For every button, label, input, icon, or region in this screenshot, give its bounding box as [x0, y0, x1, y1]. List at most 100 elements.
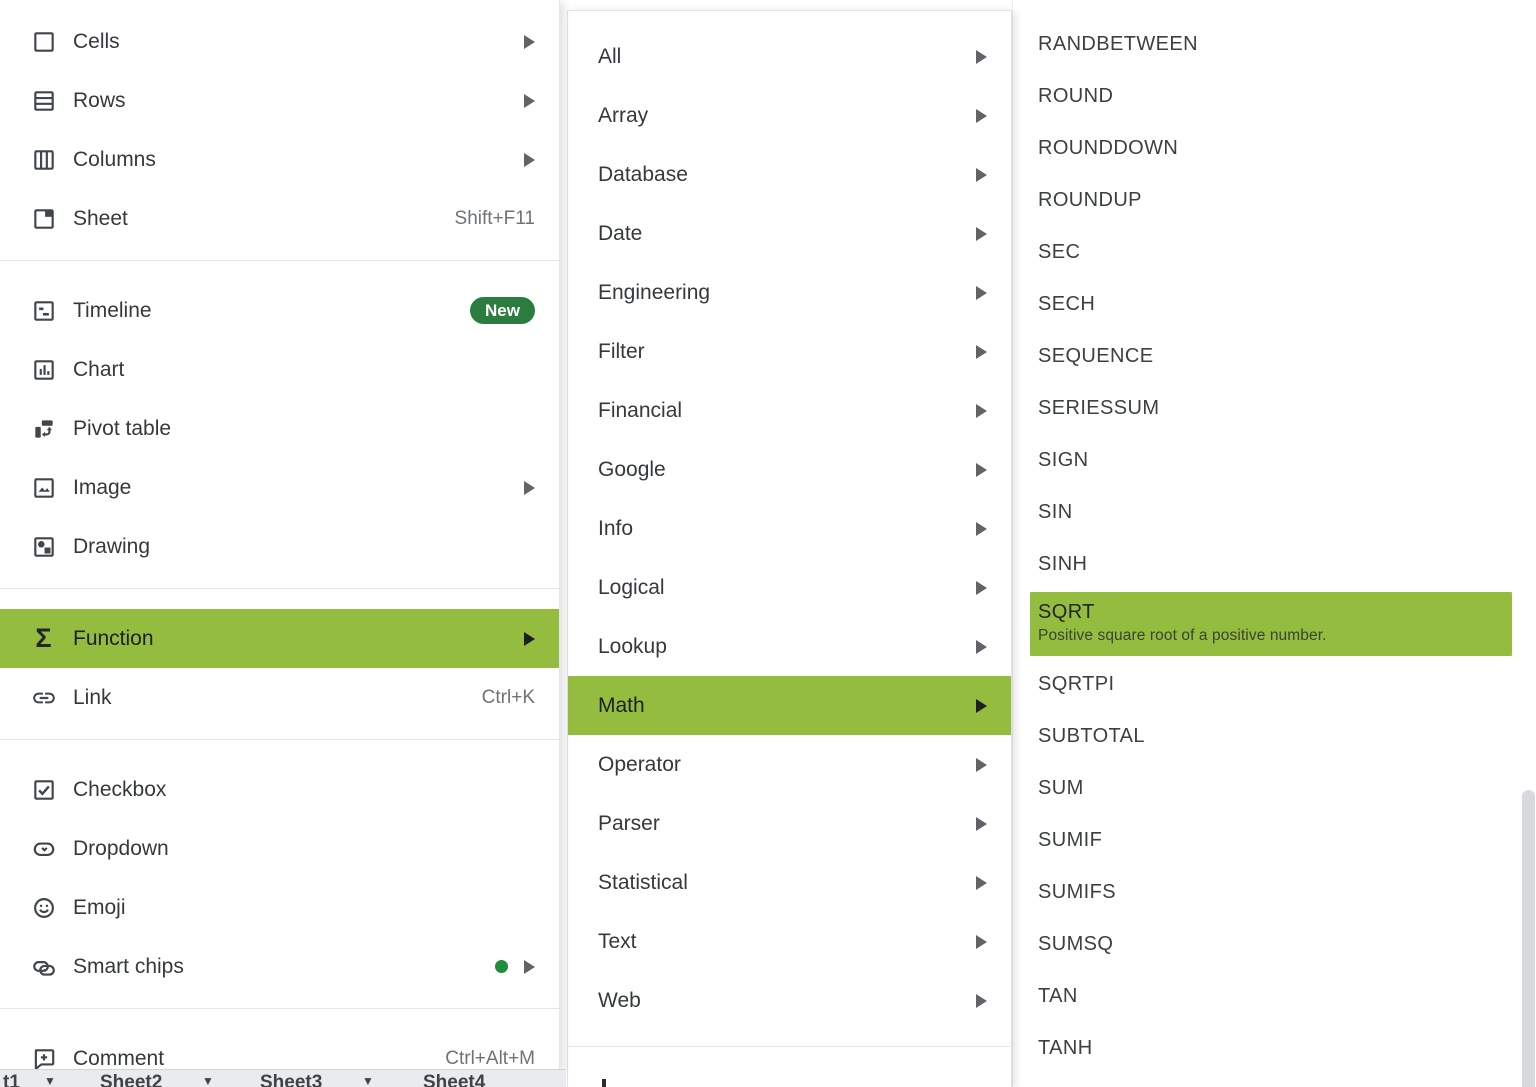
function-item-sqrt-highlighted[interactable]: SQRT Positive square root of a positive …	[1030, 592, 1512, 656]
function-category-statistical[interactable]: Statistical	[568, 853, 1011, 912]
function-category-info[interactable]: Info	[568, 499, 1011, 558]
function-item-sum[interactable]: SUM	[1038, 776, 1084, 799]
submenu-arrow-icon	[976, 226, 987, 241]
function-item-randbetween[interactable]: RANDBETWEEN	[1038, 32, 1198, 55]
menu-item-sheet[interactable]: Sheet Shift+F11	[0, 189, 559, 248]
menu-item-function[interactable]: Σ Function	[0, 609, 559, 668]
shortcut-label: Ctrl+K	[481, 686, 535, 708]
menu-item-cells[interactable]: Cells	[0, 12, 559, 71]
menu-item-label: Sheet	[73, 206, 128, 230]
sheet-tab-menu-icon[interactable]: ▼	[44, 1074, 56, 1087]
function-item-seriessum[interactable]: SERIESSUM	[1038, 396, 1160, 419]
menu-item-checkbox[interactable]: Checkbox	[0, 760, 559, 819]
function-category-all[interactable]: All	[568, 27, 1011, 86]
cells-icon	[30, 28, 57, 55]
function-item-sin[interactable]: SIN	[1038, 500, 1073, 523]
function-category-operator[interactable]: Operator	[568, 735, 1011, 794]
menu-divider	[0, 588, 559, 589]
function-item-sinh[interactable]: SINH	[1038, 552, 1088, 575]
new-badge: New	[470, 297, 535, 324]
function-category-lookup[interactable]: Lookup	[568, 617, 1011, 676]
function-category-financial[interactable]: Financial	[568, 381, 1011, 440]
shortcut-label: Shift+F11	[454, 207, 535, 229]
image-icon	[30, 474, 57, 501]
menu-item-drawing[interactable]: Drawing	[0, 517, 559, 576]
function-category-text[interactable]: Text	[568, 912, 1011, 971]
submenu-arrow-icon	[524, 93, 535, 108]
sheet-tab-bar: t1 ▼ Sheet2 ▼ Sheet3 ▼ Sheet4	[0, 1069, 566, 1087]
sheet-tab[interactable]: Sheet3	[260, 1072, 323, 1087]
function-category-logical[interactable]: Logical	[568, 558, 1011, 617]
menu-item-chart[interactable]: Chart	[0, 340, 559, 399]
menu-item-dropdown[interactable]: Dropdown	[0, 819, 559, 878]
math-function-list: RANDARRAY RANDBETWEEN ROUND ROUNDDOWN RO…	[1012, 0, 1536, 1087]
function-item-sumsq[interactable]: SUMSQ	[1038, 932, 1114, 955]
sheet-tab[interactable]: Sheet2	[100, 1072, 163, 1087]
function-category-array[interactable]: Array	[568, 86, 1011, 145]
sheet-tab[interactable]: t1	[3, 1072, 20, 1087]
function-category-date[interactable]: Date	[568, 204, 1011, 263]
scrollbar-thumb[interactable]	[1522, 790, 1535, 1087]
function-item-tan[interactable]: TAN	[1038, 984, 1078, 1007]
menu-item-label: Smart chips	[73, 954, 184, 978]
function-item-sequence[interactable]: SEQUENCE	[1038, 344, 1154, 367]
function-item-roundup[interactable]: ROUNDUP	[1038, 188, 1142, 211]
function-item-sign[interactable]: SIGN	[1038, 448, 1089, 471]
menu-item-label: Drawing	[73, 534, 151, 558]
function-category-google[interactable]: Google	[568, 440, 1011, 499]
function-category-math[interactable]: Math	[568, 676, 1011, 735]
function-submenu: All Array Database Date Engineering Filt…	[567, 10, 1012, 1087]
menu-item-timeline[interactable]: Timeline New	[0, 281, 559, 340]
function-item-sumif[interactable]: SUMIF	[1038, 828, 1103, 851]
submenu-arrow-icon	[976, 344, 987, 359]
submenu-arrow-icon	[524, 959, 535, 974]
submenu-arrow-icon	[524, 480, 535, 495]
function-item-round[interactable]: ROUND	[1038, 84, 1114, 107]
menu-item-label: Columns	[73, 147, 156, 171]
menu-item-label: Pivot table	[73, 416, 172, 440]
function-item-subtotal[interactable]: SUBTOTAL	[1038, 724, 1145, 747]
sheet-icon	[30, 205, 57, 232]
insert-menu: Cells Rows Columns Sheet Shift+F11	[0, 0, 560, 1069]
menu-item-columns[interactable]: Columns	[0, 130, 559, 189]
menu-item-smart-chips[interactable]: Smart chips	[0, 937, 559, 996]
menu-item-label: Checkbox	[73, 777, 167, 801]
function-category-web[interactable]: Web	[568, 971, 1011, 1030]
function-category-filter[interactable]: Filter	[568, 322, 1011, 381]
function-item-sec[interactable]: SEC	[1038, 240, 1081, 263]
submenu-arrow-icon	[976, 757, 987, 772]
menu-divider	[568, 1046, 1011, 1047]
submenu-arrow-icon	[524, 631, 535, 646]
function-item-rounddown[interactable]: ROUNDDOWN	[1038, 136, 1179, 159]
menu-item-link[interactable]: Link Ctrl+K	[0, 668, 559, 727]
menu-item-pivot-table[interactable]: Pivot table	[0, 399, 559, 458]
submenu-arrow-icon	[976, 462, 987, 477]
function-category-database[interactable]: Database	[568, 145, 1011, 204]
function-category-parser[interactable]: Parser	[568, 794, 1011, 853]
menu-item-rows[interactable]: Rows	[0, 71, 559, 130]
sheet-tab[interactable]: Sheet4	[423, 1072, 486, 1087]
pivot-table-icon	[30, 415, 57, 442]
function-item-sqrtpi[interactable]: SQRTPI	[1038, 672, 1115, 695]
function-item-sumifs[interactable]: SUMIFS	[1038, 880, 1116, 903]
submenu-arrow-icon	[976, 403, 987, 418]
comment-icon	[30, 1045, 57, 1069]
menu-item-image[interactable]: Image	[0, 458, 559, 517]
menu-item-label: Function	[73, 626, 154, 650]
menu-item-label: Comment	[73, 1046, 165, 1070]
menu-item-emoji[interactable]: Emoji	[0, 878, 559, 937]
submenu-arrow-icon	[976, 285, 987, 300]
smart-chips-icon	[30, 953, 57, 980]
function-category-engineering[interactable]: Engineering	[568, 263, 1011, 322]
sheet-tab-menu-icon[interactable]: ▼	[362, 1074, 374, 1087]
menu-item-label: Rows	[73, 88, 126, 112]
columns-icon	[30, 146, 57, 173]
submenu-arrow-icon	[524, 152, 535, 167]
function-item-randarray[interactable]: RANDARRAY	[1013, 0, 1536, 18]
function-description: Positive square root of a positive numbe…	[1038, 627, 1327, 644]
function-item-tanh[interactable]: TANH	[1038, 1036, 1093, 1059]
function-item-sech[interactable]: SECH	[1038, 292, 1096, 315]
menu-item-comment[interactable]: Comment Ctrl+Alt+M	[0, 1029, 559, 1069]
menu-divider	[0, 1008, 559, 1009]
sheet-tab-menu-icon[interactable]: ▼	[202, 1074, 214, 1087]
